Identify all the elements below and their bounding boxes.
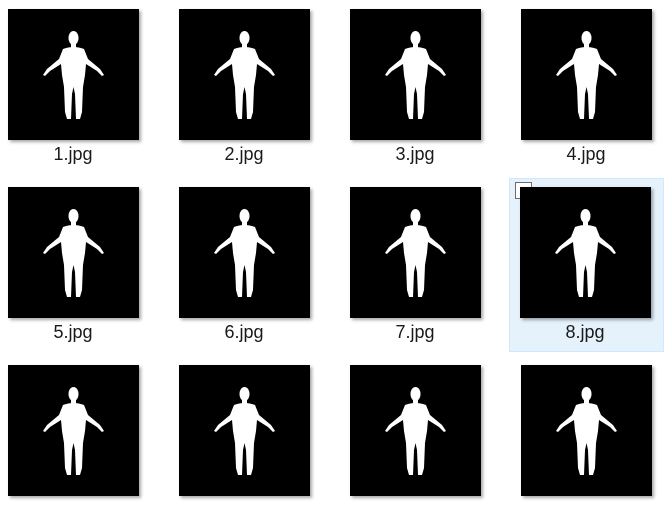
file-item-11[interactable] [339,356,499,530]
thumbnail[interactable] [8,9,139,140]
thumbnail[interactable] [8,365,139,496]
person-silhouette-icon [556,31,617,119]
person-silhouette-icon [43,209,104,297]
person-silhouette-icon [385,387,446,475]
file-name-label[interactable]: 2.jpg [224,144,264,164]
file-item-3[interactable]: 3.jpg [339,0,499,174]
file-name-label[interactable]: 7.jpg [395,322,435,342]
person-silhouette-icon [385,31,446,119]
person-silhouette-icon [385,209,446,297]
file-name-label[interactable]: 8.jpg [565,322,605,342]
thumbnail[interactable] [179,9,310,140]
file-name-label[interactable]: 4.jpg [566,144,606,164]
file-item-9[interactable] [0,356,157,530]
file-name-label[interactable]: 1.jpg [53,144,93,164]
file-item-10[interactable] [168,356,328,530]
thumbnail[interactable] [350,187,481,318]
file-name-label[interactable]: 3.jpg [395,144,435,164]
file-item-5[interactable]: 5.jpg [0,178,157,352]
file-item-4[interactable]: 4.jpg [510,0,665,174]
file-name-label[interactable]: 6.jpg [224,322,264,342]
thumbnail[interactable] [179,187,310,318]
person-silhouette-icon [43,31,104,119]
person-silhouette-icon [555,209,616,297]
thumbnail[interactable] [350,9,481,140]
person-silhouette-icon [214,31,275,119]
person-silhouette-icon [214,387,275,475]
thumbnail[interactable] [8,187,139,318]
person-silhouette-icon [556,387,617,475]
thumbnail[interactable] [520,187,651,318]
thumbnail[interactable] [179,365,310,496]
file-item-6[interactable]: 6.jpg [168,178,328,352]
file-item-7[interactable]: 7.jpg [339,178,499,352]
file-item-8[interactable]: 8.jpg [509,178,664,352]
thumbnail[interactable] [521,9,652,140]
file-item-2[interactable]: 2.jpg [168,0,328,174]
file-grid: 1.jpg 2.jpg 3.jpg [0,0,665,496]
file-item-12[interactable] [510,356,665,530]
thumbnail[interactable] [521,365,652,496]
person-silhouette-icon [43,387,104,475]
thumbnail[interactable] [350,365,481,496]
file-name-label[interactable]: 5.jpg [53,322,93,342]
person-silhouette-icon [214,209,275,297]
file-item-1[interactable]: 1.jpg [0,0,157,174]
